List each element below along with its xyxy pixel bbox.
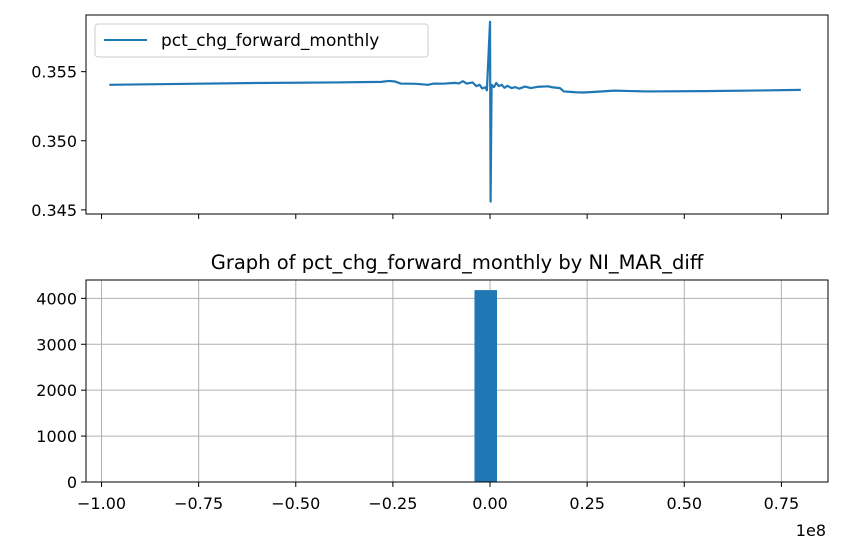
y-tick-label: 2000 — [36, 381, 77, 400]
x-axis-offset-label: 1e8 — [796, 521, 826, 540]
y-tick-label: 0 — [67, 473, 77, 492]
x-tick-label: 0.00 — [472, 494, 508, 513]
x-tick-label: −0.75 — [174, 494, 223, 513]
y-tick-label: 4000 — [36, 289, 77, 308]
line-plot-axes: 0.345 0.350 0.355 pct_chg_forward_monthly — [31, 14, 829, 220]
chart-title: Graph of pct_chg_forward_monthly by NI_M… — [211, 251, 704, 274]
x-tick-label: 0.25 — [569, 494, 605, 513]
x-tick-label: −0.25 — [368, 494, 417, 513]
line-plot-frame — [85, 14, 829, 215]
histogram-ticks: 0 1000 2000 3000 4000 −1.00 −0.75 −0.50 −0.25 0.0… — [36, 289, 799, 513]
x-tick-label: 0.50 — [666, 494, 702, 513]
x-tick-label: 0.75 — [764, 494, 800, 513]
histogram-frame — [85, 279, 829, 483]
legend-box — [94, 23, 429, 58]
series-line-0 — [109, 20, 801, 203]
y-tick-label: 3000 — [36, 335, 77, 354]
histogram-axes: Graph of pct_chg_forward_monthly by NI_M… — [36, 251, 829, 540]
y-tick-label: 0.350 — [31, 132, 77, 151]
y-tick-label: 0.345 — [31, 201, 77, 220]
legend: pct_chg_forward_monthly — [94, 23, 429, 58]
y-tick-label: 1000 — [36, 427, 77, 446]
x-tick-label: −0.50 — [271, 494, 320, 513]
legend-label: pct_chg_forward_monthly — [161, 31, 379, 51]
histogram-bar — [474, 290, 498, 482]
histogram-marks — [474, 290, 498, 482]
x-tick-label: −1.00 — [77, 494, 126, 513]
y-tick-label: 0.355 — [31, 63, 77, 82]
line-plot-ticks: 0.345 0.350 0.355 — [31, 63, 782, 220]
line-plot-marks — [109, 20, 801, 203]
